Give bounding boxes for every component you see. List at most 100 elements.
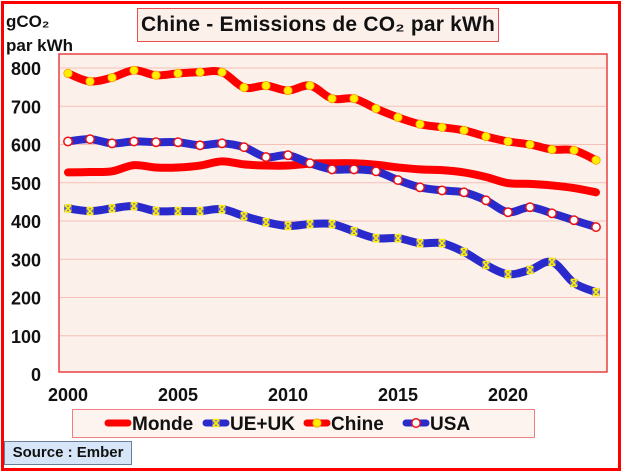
legend-marker bbox=[212, 418, 220, 428]
point-ueuk-2019 bbox=[482, 260, 490, 270]
point-usa-2023 bbox=[569, 215, 579, 226]
point-ueuk-2003 bbox=[130, 201, 138, 211]
y-tick-100: 100 bbox=[11, 327, 41, 347]
x-tick-2005: 2005 bbox=[158, 385, 198, 405]
point-ueuk-2020 bbox=[504, 269, 512, 279]
legend-item-ueuk: UE+UK bbox=[202, 414, 295, 435]
y-axis-label-per: par kWh bbox=[6, 36, 74, 55]
x-tick-2015: 2015 bbox=[378, 385, 418, 405]
point-ueuk-2006 bbox=[196, 206, 204, 216]
series-usa bbox=[63, 134, 601, 233]
point-ueuk-2011 bbox=[306, 219, 314, 229]
point-chine-2015 bbox=[393, 112, 403, 122]
legend-entries: Monde UE+UK Chine USA bbox=[104, 414, 470, 435]
point-usa-2019 bbox=[481, 195, 491, 206]
point-ueuk-2001 bbox=[86, 206, 94, 216]
legend-marker bbox=[312, 418, 322, 428]
point-chine-2010 bbox=[283, 85, 293, 96]
point-ueuk-2012 bbox=[328, 219, 336, 229]
point-ueuk-2002 bbox=[108, 204, 116, 213]
x-tick-labels: 2000 2005 2010 2015 2020 bbox=[48, 385, 528, 405]
point-chine-2021 bbox=[525, 139, 535, 150]
y-tick-0: 0 bbox=[31, 365, 41, 385]
point-chine-2008 bbox=[239, 82, 249, 93]
chart-title: Chine - Emissions de CO₂ par kWh bbox=[137, 8, 499, 42]
point-chine-2018 bbox=[459, 125, 469, 135]
point-chine-2016 bbox=[415, 119, 425, 129]
series-lines bbox=[63, 65, 601, 297]
x-tick-2010: 2010 bbox=[268, 385, 308, 405]
y-tick-labels: 0 100 200 300 400 500 600 700 800 bbox=[11, 59, 41, 385]
point-chine-2004 bbox=[151, 70, 161, 80]
point-usa-2016 bbox=[415, 182, 425, 193]
point-ueuk-2017 bbox=[438, 238, 446, 248]
y-tick-500: 500 bbox=[11, 174, 41, 194]
point-ueuk-2004 bbox=[152, 206, 160, 216]
point-ueuk-2015 bbox=[394, 233, 402, 243]
point-usa-2009 bbox=[261, 152, 271, 163]
point-usa-2017 bbox=[437, 185, 447, 196]
point-usa-2002 bbox=[107, 138, 117, 149]
point-chine-2003 bbox=[129, 65, 139, 75]
point-ueuk-2022 bbox=[548, 257, 556, 267]
point-ueuk-2005 bbox=[174, 206, 182, 216]
point-ueuk-2008 bbox=[240, 211, 248, 221]
point-usa-2007 bbox=[217, 138, 227, 149]
legend-label: UE+UK bbox=[230, 414, 295, 435]
point-chine-2007 bbox=[217, 67, 227, 77]
y-tick-600: 600 bbox=[11, 136, 41, 156]
legend-item-monde: Monde bbox=[104, 414, 193, 435]
source-label: Source : Ember bbox=[4, 441, 132, 465]
y-axis-label-unit: gCO₂ bbox=[6, 12, 50, 31]
point-usa-2006 bbox=[195, 140, 205, 151]
x-tick-2000: 2000 bbox=[48, 385, 88, 405]
legend-label: Chine bbox=[331, 414, 384, 435]
series-ueuk bbox=[64, 201, 600, 297]
point-chine-2023 bbox=[569, 145, 579, 155]
point-usa-2020 bbox=[503, 207, 513, 218]
point-ueuk-2021 bbox=[526, 265, 534, 275]
y-tick-300: 300 bbox=[11, 250, 41, 270]
y-tick-200: 200 bbox=[11, 289, 41, 309]
point-ueuk-2024 bbox=[592, 287, 600, 297]
legend-item-chine: Chine bbox=[303, 414, 384, 435]
legend bbox=[72, 409, 535, 438]
point-chine-2024 bbox=[591, 155, 601, 165]
point-usa-2001 bbox=[85, 134, 95, 145]
point-usa-2018 bbox=[459, 187, 469, 198]
series-chine bbox=[63, 65, 601, 165]
legend-label: USA bbox=[430, 414, 470, 435]
point-usa-2010 bbox=[283, 150, 293, 161]
point-usa-2008 bbox=[239, 142, 249, 153]
y-axis-label: gCO₂ par kWh bbox=[6, 10, 73, 58]
point-usa-2024 bbox=[591, 222, 601, 233]
point-usa-2022 bbox=[547, 208, 557, 219]
point-chine-2017 bbox=[437, 122, 447, 132]
point-ueuk-2016 bbox=[416, 238, 424, 248]
point-chine-2013 bbox=[349, 94, 359, 104]
y-tick-700: 700 bbox=[11, 97, 41, 117]
point-ueuk-2009 bbox=[262, 217, 270, 227]
point-chine-2019 bbox=[481, 131, 491, 142]
point-chine-2005 bbox=[173, 68, 183, 78]
point-ueuk-2023 bbox=[570, 278, 578, 288]
line-monde bbox=[64, 157, 600, 197]
point-ueuk-2010 bbox=[284, 221, 292, 231]
legend-marker bbox=[411, 418, 421, 428]
point-ueuk-2000 bbox=[64, 204, 72, 213]
y-tick-400: 400 bbox=[11, 212, 41, 232]
point-chine-2012 bbox=[327, 94, 337, 104]
point-usa-2011 bbox=[305, 158, 315, 169]
point-chine-2020 bbox=[503, 136, 513, 147]
point-ueuk-2014 bbox=[372, 233, 380, 243]
point-chine-2014 bbox=[371, 103, 381, 114]
point-usa-2005 bbox=[173, 137, 183, 148]
y-tick-800: 800 bbox=[11, 59, 41, 79]
legend-item-usa: USA bbox=[402, 414, 470, 435]
point-usa-2013 bbox=[349, 164, 359, 175]
point-chine-2000 bbox=[63, 68, 73, 78]
series-monde bbox=[64, 157, 600, 197]
point-ueuk-2007 bbox=[218, 204, 226, 214]
point-chine-2001 bbox=[85, 76, 95, 86]
